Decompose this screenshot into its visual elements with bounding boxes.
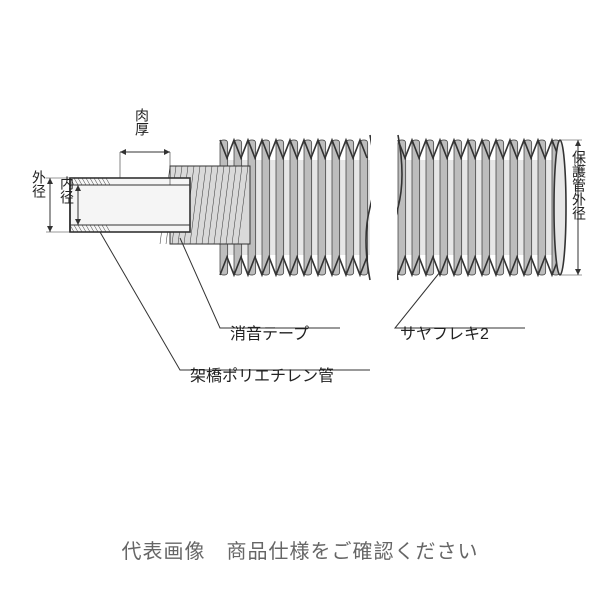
pipe-cross-section-diagram: [0, 0, 600, 600]
label-wall-thick: 肉厚: [135, 108, 149, 136]
label-inner-dia: 内径: [60, 176, 74, 204]
caption-text: 代表画像 商品仕様をご確認ください: [0, 535, 600, 564]
callout-sleeve-label: サヤフレキ2: [400, 320, 489, 344]
label-outer-dia: 外径: [32, 170, 46, 198]
label-sleeve-od: 保護管外径: [572, 150, 586, 220]
callout-tape-label: 消音テープ: [230, 320, 309, 344]
callout-pipe-label: 架橋ポリエチレン管: [190, 362, 334, 386]
